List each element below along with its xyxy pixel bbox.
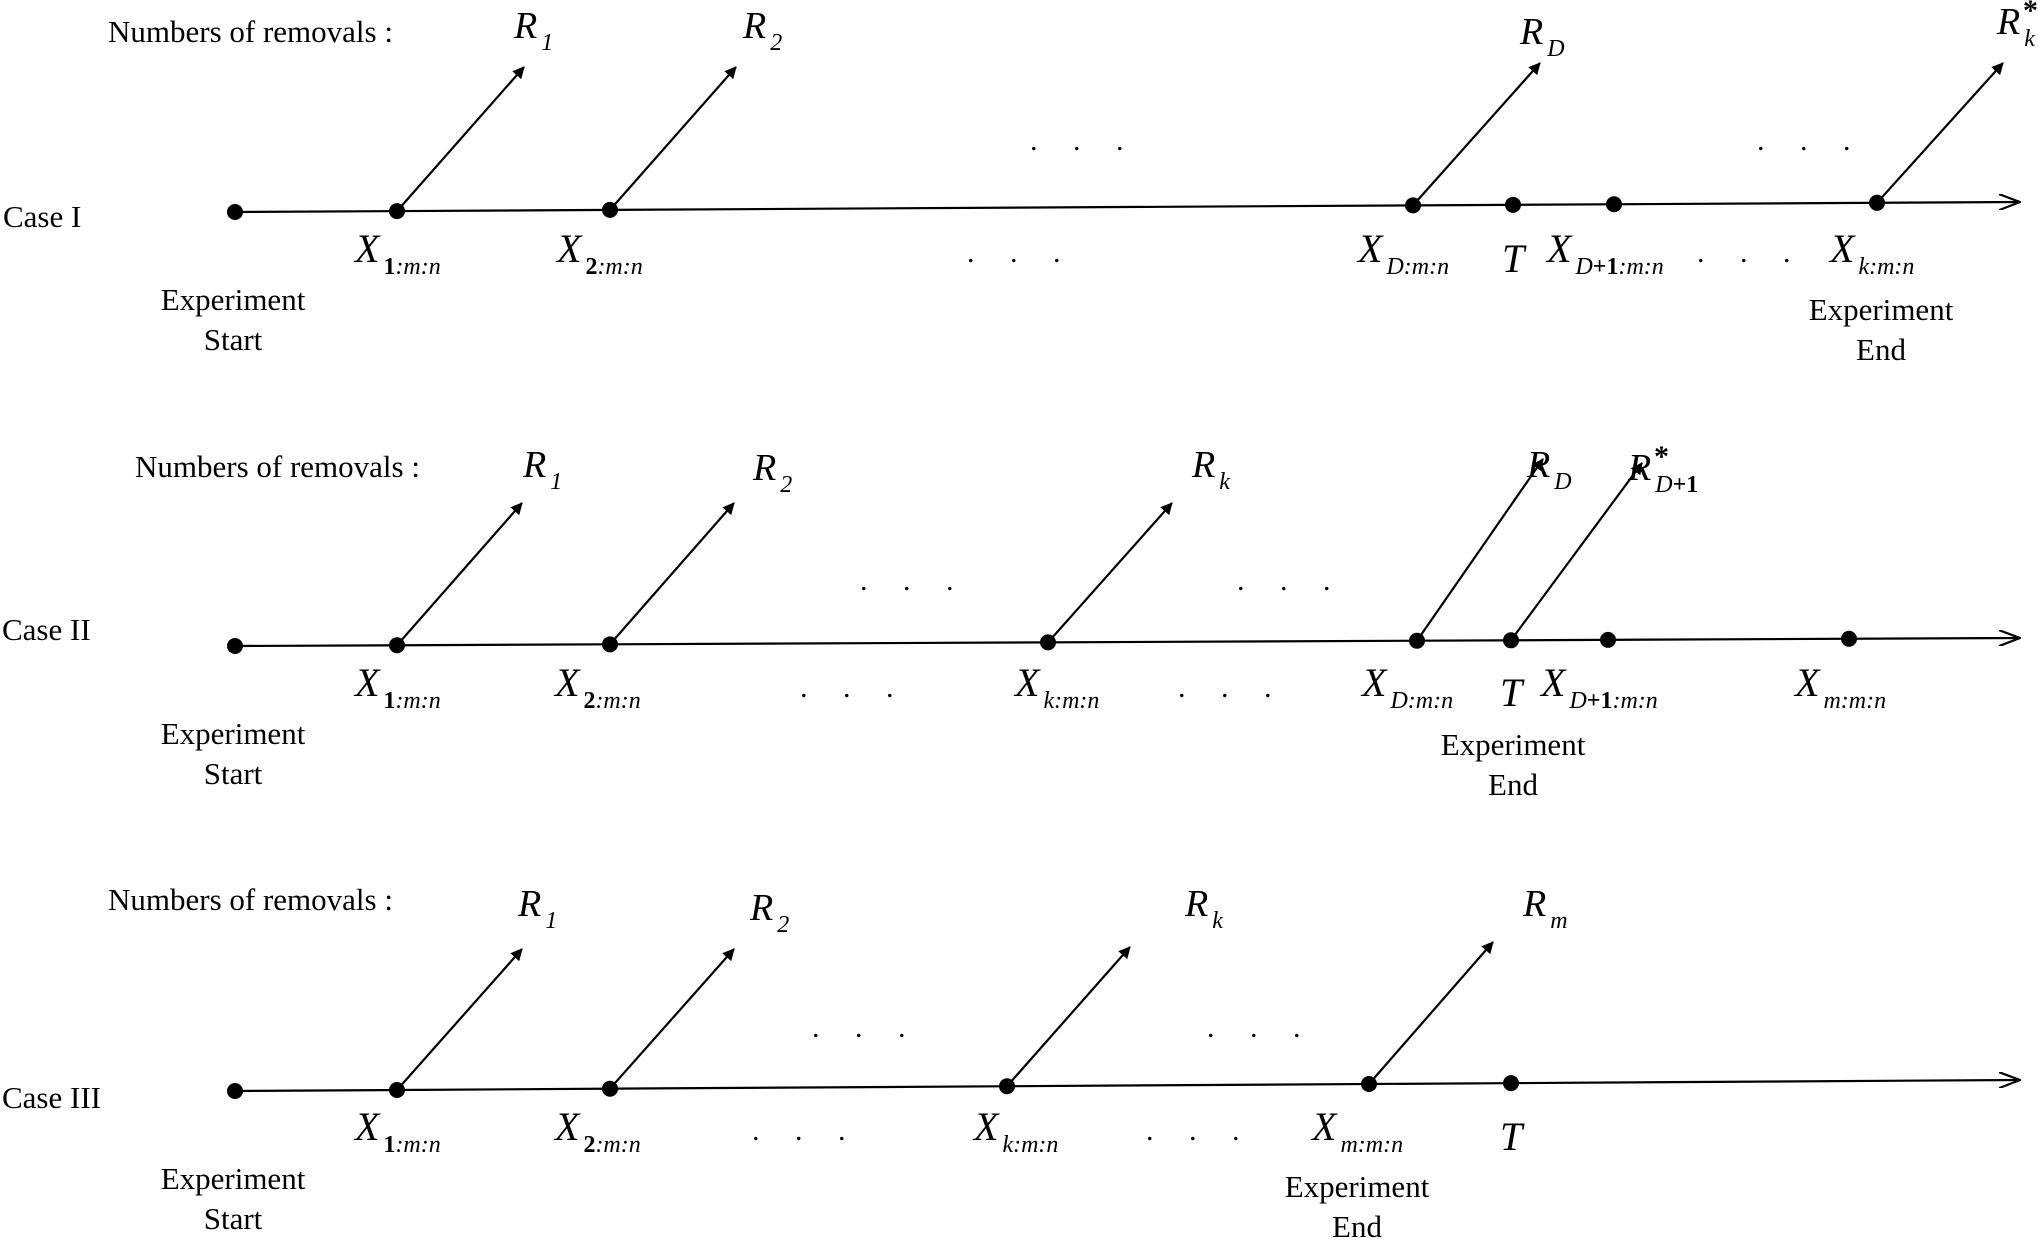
removal-arrow <box>609 502 735 646</box>
censoring-time-label: T <box>1500 1114 1525 1159</box>
experiment-start-label: Experiment Start <box>161 282 306 357</box>
failure-point-dot <box>1503 1075 1519 1092</box>
removal-arrow <box>1006 946 1131 1087</box>
failure-point-dot <box>1505 196 1521 213</box>
experiment-start-dot <box>227 1083 243 1099</box>
failure-time-label: X 2:m:n <box>555 226 643 280</box>
ellipsis-dots: . . . <box>860 564 968 597</box>
experiment-end-label: Experiment End <box>1809 292 1954 367</box>
failure-time-label: X D:m:n <box>1360 660 1453 714</box>
removal-arrow <box>396 502 523 646</box>
removal-arrow <box>1368 941 1494 1085</box>
time-axis <box>234 202 2020 214</box>
case-1-timeline: Case I Numbers of removals : Experiment Sta… <box>3 0 2038 367</box>
case-label: Case I <box>3 199 81 234</box>
removal-arrow <box>1416 458 1544 642</box>
experiment-end-label: Experiment End <box>1441 727 1586 802</box>
ellipsis-dots: . . . <box>1146 1114 1254 1147</box>
ellipsis-dots: . . . <box>1178 671 1286 704</box>
removal-star-mark: * <box>1654 440 1669 473</box>
failure-time-label: X D+1:m:n <box>1545 226 1664 280</box>
removal-label: R D+1 <box>1627 447 1698 498</box>
censoring-time-label: T <box>1502 236 1527 281</box>
failure-point-dot <box>1600 631 1616 648</box>
censoring-time-label: T <box>1500 670 1525 715</box>
ellipsis-dots: . . . <box>800 671 908 704</box>
ellipsis-dots: . . . <box>1697 236 1805 269</box>
case-2-timeline: Case II Numbers of removals : Experiment St… <box>2 440 2020 802</box>
removal-arrow <box>609 66 737 211</box>
time-axis <box>234 638 2020 648</box>
ellipsis-dots: . . . <box>812 1011 920 1044</box>
failure-time-label: X 2:m:n <box>553 660 641 714</box>
ellipsis-dots: . . . <box>1030 124 1138 157</box>
failure-time-label: X 1:m:n <box>353 226 441 280</box>
failure-time-label: X D:m:n <box>1356 226 1449 280</box>
experiment-start-dot <box>227 204 243 220</box>
case-3-timeline: Case III Numbers of removals : Experiment S… <box>2 882 2020 1244</box>
ellipsis-dots: . . . <box>1237 564 1345 597</box>
removals-label: Numbers of removals : <box>108 14 393 49</box>
failure-time-label: X 1:m:n <box>353 660 441 714</box>
time-axis <box>234 1080 2020 1093</box>
ellipsis-dots: . . . <box>1757 124 1865 157</box>
removal-arrow <box>1047 502 1173 644</box>
removal-arrow <box>609 948 735 1090</box>
removal-arrow <box>396 948 523 1091</box>
removals-label: Numbers of removals : <box>108 882 393 917</box>
removal-star-mark: * <box>2023 0 2038 27</box>
case-label: Case II <box>2 612 91 647</box>
failure-point-dot <box>1606 196 1622 213</box>
failure-point-dot <box>1841 630 1857 647</box>
removal-arrow <box>1876 62 2004 204</box>
failure-time-label: X D+1:m:n <box>1539 660 1658 714</box>
experiment-start-label: Experiment Start <box>161 716 306 791</box>
ellipsis-dots: . . . <box>1207 1011 1315 1044</box>
failure-time-label: X 1:m:n <box>353 1104 441 1158</box>
removal-arrow <box>1412 62 1541 207</box>
failure-time-label: X 2:m:n <box>553 1104 641 1158</box>
experiment-start-label: Experiment Start <box>161 1161 306 1236</box>
case-label: Case III <box>2 1080 101 1115</box>
experiment-start-dot <box>227 638 243 654</box>
removal-arrow <box>396 66 525 212</box>
ellipsis-dots: . . . <box>967 236 1075 269</box>
removals-label: Numbers of removals : <box>135 449 420 484</box>
removal-arrow <box>1510 462 1643 641</box>
ellipsis-dots: . . . <box>752 1114 860 1147</box>
experiment-end-label: Experiment End <box>1285 1169 1430 1244</box>
